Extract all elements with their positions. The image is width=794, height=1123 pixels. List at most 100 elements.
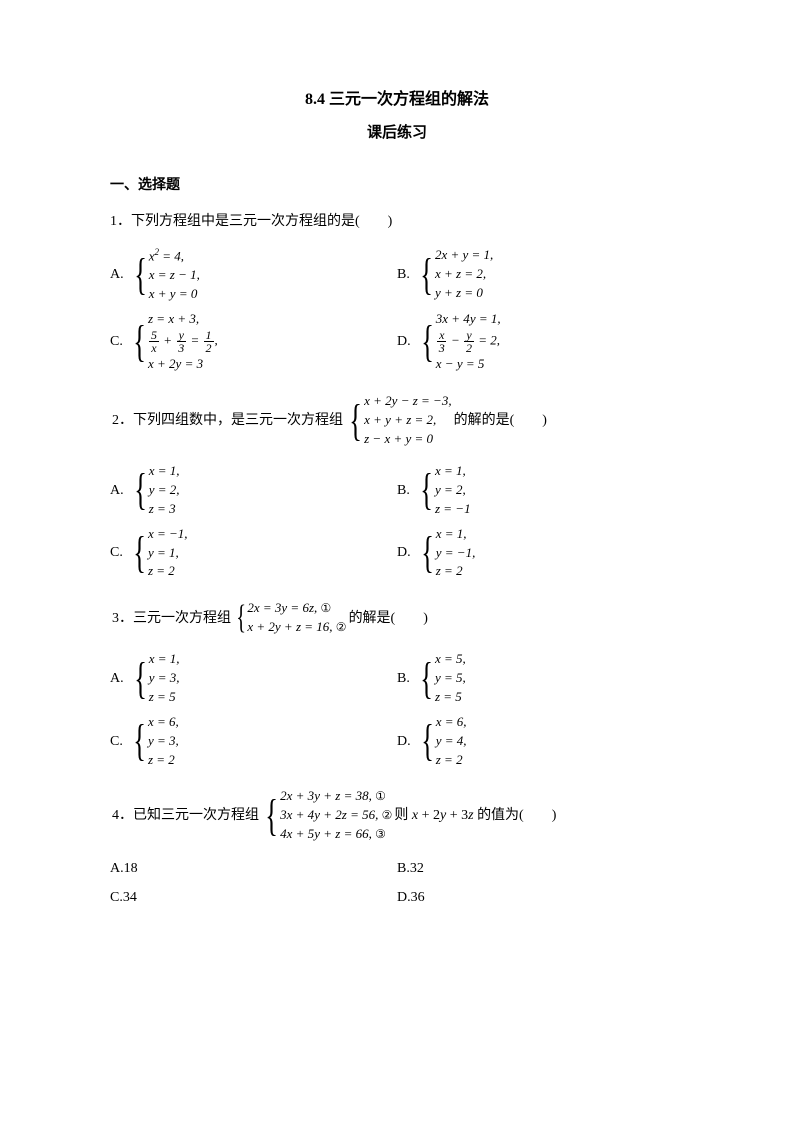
brace-icon: {	[133, 714, 146, 769]
q1-stem: 1．下列方程组中是三元一次方程组的是( )	[110, 211, 684, 232]
equation-line: x + y + z = 2,	[364, 412, 451, 429]
option-label: B.	[397, 668, 410, 689]
q2-option-c: C. { x = −1, y = 1, z = 2	[110, 526, 397, 581]
q2-stem-post: 的解的是( )	[454, 410, 547, 431]
equation-line: x = −1,	[148, 526, 188, 543]
equation-line: x + 2y = 3	[148, 356, 218, 373]
brace-icon: {	[134, 463, 147, 518]
brace-icon: {	[420, 463, 433, 518]
q3-option-c: C. { x = 6, y = 3, z = 2	[110, 714, 397, 769]
equation-line: x = 1,	[436, 526, 476, 543]
q1-option-c: C. { z = x + 3, 5x + y3 = 12, x + 2y = 3	[110, 311, 397, 374]
q2-option-b: B. { x = 1, y = 2, z = −1	[397, 463, 684, 518]
option-label: B.	[397, 480, 410, 501]
q2-stem-pre: 2．下列四组数中，是三元一次方程组	[112, 410, 343, 431]
option-label: A.	[110, 480, 124, 501]
equation-line: x = 1,	[149, 651, 180, 668]
equation-line: x = 5,	[435, 651, 466, 668]
section-header: 一、选择题	[110, 175, 684, 196]
equation-line: z = 5	[435, 689, 466, 706]
equation-line: z = 2	[436, 752, 467, 769]
q2-option-a: A. { x = 1, y = 2, z = 3	[110, 463, 397, 518]
q4-stem-pre: 4．已知三元一次方程组	[112, 805, 259, 826]
equation-line: 2x + y = 1,	[435, 247, 493, 264]
question-3: 3．三元一次方程组 { 2x = 3y = 6z, ① x + 2y + z =…	[110, 600, 684, 768]
question-4: 4．已知三元一次方程组 { 2x + 3y + z = 38, ① 3x + 4…	[110, 788, 684, 916]
q3-option-a: A. { x = 1, y = 3, z = 5	[110, 651, 397, 706]
brace-icon: {	[134, 651, 147, 706]
equation-line: x + 2y − z = −3,	[364, 393, 451, 410]
equation-line: y = 3,	[148, 733, 179, 750]
equation-line: x − y = 5	[436, 356, 501, 373]
equation-line: z = 2	[148, 752, 179, 769]
q4-stem: 4．已知三元一次方程组 { 2x + 3y + z = 38, ① 3x + 4…	[110, 788, 684, 843]
equation-line: x = 1,	[149, 463, 180, 480]
brace-icon: {	[133, 311, 146, 374]
equation-line: 2x = 3y = 6z, ①	[247, 600, 346, 617]
q4-stem-post: 则 x + 2y + 3z 的值为( )	[394, 805, 556, 826]
equation-line: y + z = 0	[435, 285, 493, 302]
equation-line: z = x + 3,	[148, 311, 218, 328]
brace-icon: {	[349, 393, 362, 448]
equation-line: 3x + 4y + 2z = 56, ②	[280, 807, 392, 824]
q1-option-d: D. { 3x + 4y = 1, x3 − y2 = 2, x − y = 5	[397, 311, 684, 374]
equation-line: x3 − y2 = 2,	[436, 329, 501, 354]
q4-option-b: B.32	[397, 858, 684, 879]
q3-stem: 3．三元一次方程组 { 2x = 3y = 6z, ① x + 2y + z =…	[110, 600, 684, 636]
equation-line: x = 1,	[435, 463, 471, 480]
brace-icon: {	[420, 247, 433, 302]
brace-icon: {	[236, 600, 246, 636]
q3-option-b: B. { x = 5, y = 5, z = 5	[397, 651, 684, 706]
equation-line: z = 5	[149, 689, 180, 706]
equation-line: 3x + 4y = 1,	[436, 311, 501, 328]
brace-icon: {	[421, 714, 434, 769]
brace-icon: {	[265, 788, 278, 843]
brace-icon: {	[421, 311, 434, 374]
equation-line: z = −1	[435, 501, 471, 518]
page-title: 8.4 三元一次方程组的解法	[110, 88, 684, 112]
option-label: D.	[397, 331, 411, 352]
q4-option-d: D.36	[397, 887, 684, 908]
equation-line: x + y = 0	[149, 286, 200, 303]
option-label: C.	[110, 731, 123, 752]
equation-line: z − x + y = 0	[364, 431, 451, 448]
equation-line: y = 5,	[435, 670, 466, 687]
option-label: A.	[110, 264, 124, 285]
option-label: A.	[110, 668, 124, 689]
equation-line: y = 4,	[436, 733, 467, 750]
q3-stem-pre: 3．三元一次方程组	[112, 608, 231, 629]
option-label: C.	[110, 542, 123, 563]
question-2: 2．下列四组数中，是三元一次方程组 { x + 2y − z = −3, x +…	[110, 393, 684, 580]
option-label: D.	[397, 542, 411, 563]
q1-option-b: B. { 2x + y = 1, x + z = 2, y + z = 0	[397, 247, 684, 303]
page-subtitle: 课后练习	[110, 122, 684, 145]
brace-icon: {	[421, 526, 434, 581]
equation-line: y = 2,	[149, 482, 180, 499]
q3-option-d: D. { x = 6, y = 4, z = 2	[397, 714, 684, 769]
equation-line: z = 2	[148, 563, 188, 580]
equation-line: y = 2,	[435, 482, 471, 499]
equation-line: z = 3	[149, 501, 180, 518]
q3-stem-post: 的解是( )	[349, 608, 428, 629]
equation-line: y = 1,	[148, 545, 188, 562]
brace-icon: {	[134, 247, 147, 303]
option-label: D.	[397, 731, 411, 752]
option-label: C.	[110, 331, 123, 352]
equation-line: x + 2y + z = 16, ②	[247, 619, 346, 636]
brace-icon: {	[420, 651, 433, 706]
q4-option-c: C.34	[110, 887, 397, 908]
equation-line: x2 = 4,	[149, 247, 200, 265]
equation-line: x = 6,	[148, 714, 179, 731]
equation-line: z = 2	[436, 563, 476, 580]
equation-line: 4x + 5y + z = 66, ③	[280, 826, 392, 843]
equation-line: x = z − 1,	[149, 267, 200, 284]
q2-option-d: D. { x = 1, y = −1, z = 2	[397, 526, 684, 581]
question-1: 1．下列方程组中是三元一次方程组的是( ) A. { x2 = 4, x = z…	[110, 211, 684, 374]
equation-line: y = −1,	[436, 545, 476, 562]
q4-option-a: A.18	[110, 858, 397, 879]
equation-line: 5x + y3 = 12,	[148, 329, 218, 354]
q1-option-a: A. { x2 = 4, x = z − 1, x + y = 0	[110, 247, 397, 303]
equation-line: y = 3,	[149, 670, 180, 687]
brace-icon: {	[133, 526, 146, 581]
equation-line: 2x + 3y + z = 38, ①	[280, 788, 392, 805]
